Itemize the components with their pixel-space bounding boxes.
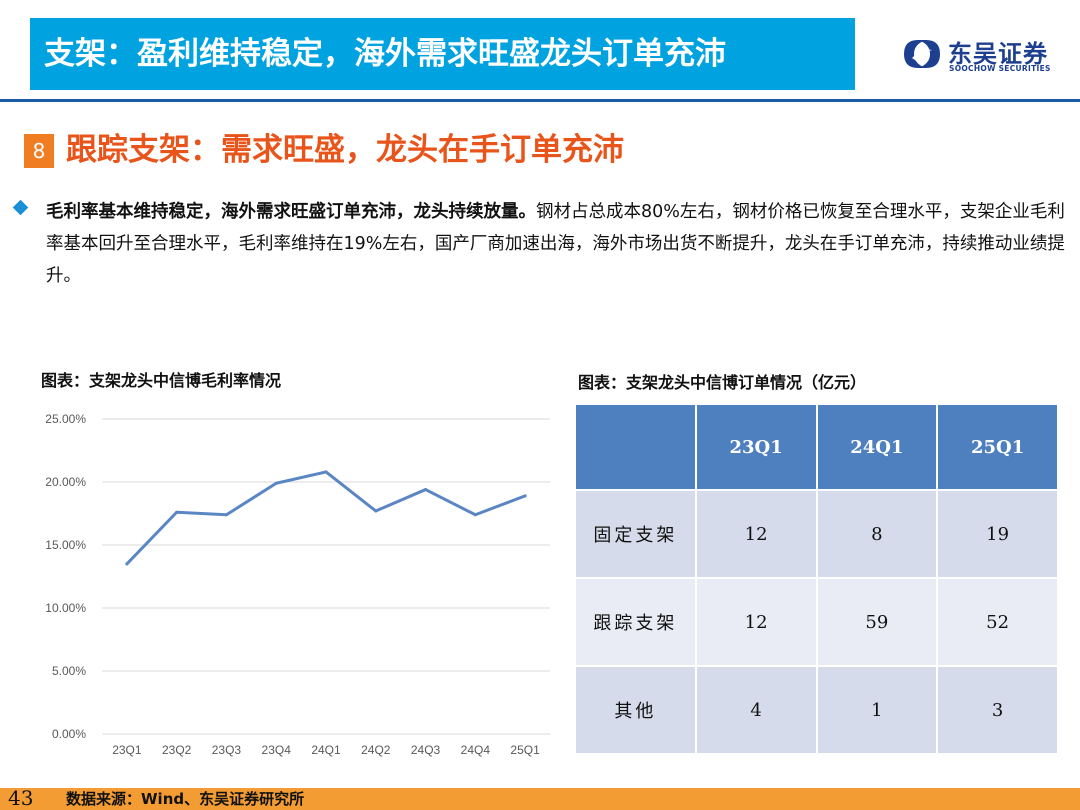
logo-english-name: SOOCHOW SECURITIES: [949, 64, 1051, 73]
table-row-label: 固定支架: [574, 489, 697, 579]
gross-margin-line-chart: 0.00%5.00%10.00%15.00%20.00%25.00% 23Q1 2…: [45, 412, 550, 757]
table-header-cell: 23Q1: [694, 403, 818, 491]
summary-paragraph: 毛利率基本维持稳定，海外需求旺盛订单充沛，龙头持续放量。钢材占总成本80%左右，…: [46, 196, 1071, 292]
chart-y-tick-label: 20.00%: [45, 475, 86, 489]
chart-x-tick-label: 23Q3: [212, 743, 242, 757]
table-cell: 19: [936, 489, 1059, 579]
summary-bold-lead: 毛利率基本维持稳定，海外需求旺盛订单充沛，龙头持续放量。: [46, 202, 536, 222]
page-number: 43: [8, 786, 34, 810]
left-figure-title: 图表：支架龙头中信博毛利率情况: [41, 371, 282, 390]
chart-x-axis-labels: 23Q1 23Q2 23Q3 23Q4 24Q1 24Q2 24Q3 24Q4 25Q1: [112, 743, 540, 757]
chart-x-tick-label: 24Q1: [311, 743, 341, 757]
table-cell: 59: [815, 577, 939, 667]
chart-data-point: [523, 494, 527, 498]
chart-data-point: [424, 488, 428, 492]
table-row-label: 跟踪支架: [574, 577, 697, 667]
table-header-corner: [574, 403, 697, 491]
diamond-bullet-icon: [12, 199, 29, 216]
order-table: 23Q1 24Q1 25Q1 固定支架 12 8 19 跟踪支架 12 59 5…: [574, 403, 1059, 755]
table-header-row: 23Q1 24Q1 25Q1: [574, 403, 1059, 491]
table-header-cell: 25Q1: [936, 403, 1059, 491]
chart-y-axis-labels: 0.00% 5.00% 10.00% 15.00% 20.00% 25.00%: [45, 412, 86, 741]
chart-series: [125, 470, 527, 566]
chart-data-point: [274, 481, 278, 485]
chart-x-tick-label: 24Q2: [361, 743, 391, 757]
chart-x-tick-label: 24Q4: [461, 743, 491, 757]
right-figure-title: 图表：支架龙头中信博订单情况（亿元）: [578, 373, 867, 392]
chart-data-point: [374, 509, 378, 513]
chart-y-tick-label: 15.00%: [45, 538, 86, 552]
chart-gridlines: [102, 418, 550, 735]
table-row: 跟踪支架 12 59 52: [574, 577, 1059, 667]
chart-data-point: [224, 513, 228, 517]
table-cell: 52: [936, 577, 1059, 667]
footer-bar: [0, 788, 1080, 810]
soochow-logo-icon: [904, 40, 940, 68]
logo-chinese-name: 东吴证券: [948, 40, 1048, 68]
table-cell: 8: [815, 489, 939, 579]
table-cell: 12: [694, 489, 818, 579]
page-title: 支架：盈利维持稳定，海外需求旺盛龙头订单充沛: [44, 36, 726, 72]
company-logo: 东吴证券 SOOCHOW SECURITIES: [900, 32, 1070, 78]
table-header-cell: 24Q1: [815, 403, 939, 491]
data-source-note: 数据来源：Wind、东吴证券研究所: [66, 790, 305, 808]
chart-x-tick-label: 23Q2: [162, 743, 192, 757]
chart-data-point: [324, 470, 328, 474]
chart-y-tick-label: 5.00%: [52, 664, 86, 678]
title-bar: 支架：盈利维持稳定，海外需求旺盛龙头订单充沛: [30, 18, 855, 90]
table-cell: 4: [694, 665, 818, 755]
chart-data-point: [125, 562, 129, 566]
chart-x-tick-label: 23Q1: [112, 743, 142, 757]
summary-body-text: 钢材占总成本80%左右，钢材价格已恢复至合理水平，支架企业毛利率基本回升至合理水…: [46, 202, 1065, 286]
chart-x-tick-label: 24Q3: [411, 743, 441, 757]
table-cell: 3: [936, 665, 1059, 755]
chart-y-tick-label: 0.00%: [52, 727, 86, 741]
table-row: 固定支架 12 8 19: [574, 489, 1059, 579]
header-divider: [0, 99, 1080, 102]
chart-x-tick-label: 25Q1: [510, 743, 540, 757]
table-row: 其他 4 1 3: [574, 665, 1059, 755]
chart-data-point: [473, 513, 477, 517]
table-cell: 1: [815, 665, 939, 755]
chart-x-tick-label: 23Q4: [262, 743, 292, 757]
chart-y-tick-label: 10.00%: [45, 601, 86, 615]
chart-data-point: [175, 510, 179, 514]
chart-series-line: [125, 470, 527, 566]
section-number-badge: 8: [24, 134, 54, 168]
section-title: 跟踪支架：需求旺盛，龙头在手订单充沛: [66, 132, 624, 168]
table-row-label: 其他: [574, 665, 697, 755]
table-cell: 12: [694, 577, 818, 667]
chart-y-tick-label: 25.00%: [45, 412, 86, 426]
